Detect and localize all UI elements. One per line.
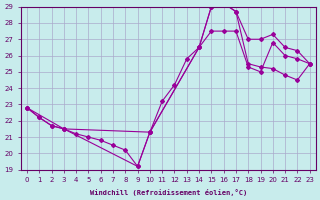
X-axis label: Windchill (Refroidissement éolien,°C): Windchill (Refroidissement éolien,°C) xyxy=(90,189,247,196)
